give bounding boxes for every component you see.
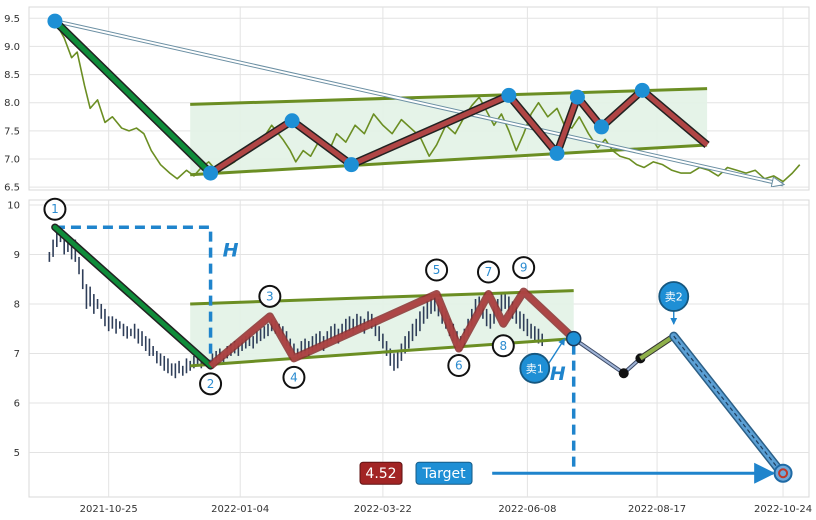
top-y-tick-label: 8.0 [4, 98, 20, 109]
top-y-tick-label: 9.5 [4, 14, 20, 25]
sell1-label: 卖1 [526, 362, 544, 375]
top-pivot-marker [549, 145, 565, 161]
retest-segment [639, 334, 675, 361]
h-measure-pole [54, 225, 213, 366]
top-pivot-marker [569, 89, 585, 105]
pivot-label-1: 1 [51, 202, 59, 216]
x-tick-label: 2022-01-04 [211, 504, 269, 515]
bottom-y-tick-label: 8 [14, 299, 20, 310]
target-button-label: Target [421, 466, 466, 482]
target-end-marker [773, 463, 793, 483]
pivot-label-circle [199, 372, 223, 396]
pivot-label-circle [447, 354, 471, 377]
pivot-label-circle [476, 260, 500, 284]
sell1-badge [519, 352, 551, 384]
top-channel-upper [190, 87, 708, 106]
pivot-label-5: 5 [433, 263, 441, 277]
pivot-label-circle [282, 365, 306, 389]
bottom-zigzag [208, 289, 576, 368]
pivot-label-4: 4 [290, 370, 298, 384]
h-label-pole: H [223, 239, 239, 261]
pivot-label-circle [43, 197, 67, 221]
pivot-label-circle [512, 256, 536, 280]
sell1-pointer [548, 338, 566, 364]
top-pivot-marker [593, 119, 609, 135]
top-y-tick-label: 6.5 [4, 183, 20, 194]
top-pivot-marker [343, 157, 359, 173]
top-y-tick-label: 9.0 [4, 42, 20, 53]
pivot-label-8: 8 [499, 339, 507, 353]
bottom-y-tick-label: 10 [7, 200, 20, 211]
pivot-label-3: 3 [266, 289, 274, 303]
x-tick-label: 2022-10-24 [754, 504, 812, 515]
bottom-y-tick-label: 9 [14, 250, 20, 261]
target-value-chip [359, 461, 403, 485]
x-tick-label: 2022-08-17 [628, 504, 686, 515]
top-trend-arrow [54, 20, 783, 184]
bottom-y-tick-label: 7 [14, 349, 20, 360]
target-button [415, 461, 473, 485]
pivot-label-2: 2 [207, 377, 215, 391]
pivot-label-circle [425, 258, 449, 282]
top-pivot-marker [47, 13, 63, 29]
top-price-line [54, 20, 801, 183]
x-tick-label: 2022-06-08 [498, 504, 556, 515]
top-pivot-marker [634, 82, 650, 98]
top-panel: 9.5 9.0 8.5 8.0 7.5 7.0 6.5 [4, 6, 810, 194]
top-pivot-marker [284, 113, 300, 129]
bottom-y-tick-label: 5 [14, 448, 20, 459]
pivot-label-6: 6 [455, 359, 463, 373]
bottom-channel-upper [190, 289, 574, 306]
projection-dashed-line [673, 335, 784, 476]
top-pivot-marker [203, 165, 219, 181]
sell2-badge [658, 281, 690, 312]
h-label-projection: H [550, 363, 566, 385]
bottom-pole [52, 224, 213, 369]
top-y-tick-label: 7.0 [4, 155, 20, 166]
target-value-label: 4.52 [365, 466, 396, 482]
target-end-marker-inner [778, 468, 789, 479]
top-pivot-marker [501, 87, 517, 103]
top-channel-fill [190, 88, 708, 175]
sell2-label: 卖2 [665, 291, 683, 304]
pivot-label-circle [258, 284, 282, 308]
bottom-panel: 10 9 8 7 6 5 2021-10-25 2022-01-04 2022-03-22 202… [7, 197, 812, 515]
bottom-y-tick-label: 6 [14, 398, 20, 409]
top-y-tick-label: 7.5 [4, 126, 20, 137]
breakout-marker [565, 330, 582, 347]
after-pattern-low-dot [618, 368, 629, 379]
top-pole [52, 18, 214, 176]
pivot-label-7: 7 [485, 265, 493, 279]
top-y-tick-label: 8.5 [4, 70, 20, 81]
pivot-label-9: 9 [520, 261, 528, 275]
x-tick-label: 2021-10-25 [80, 504, 138, 515]
pivot-label-circle [491, 334, 515, 358]
x-tick-label: 2022-03-22 [354, 504, 412, 515]
